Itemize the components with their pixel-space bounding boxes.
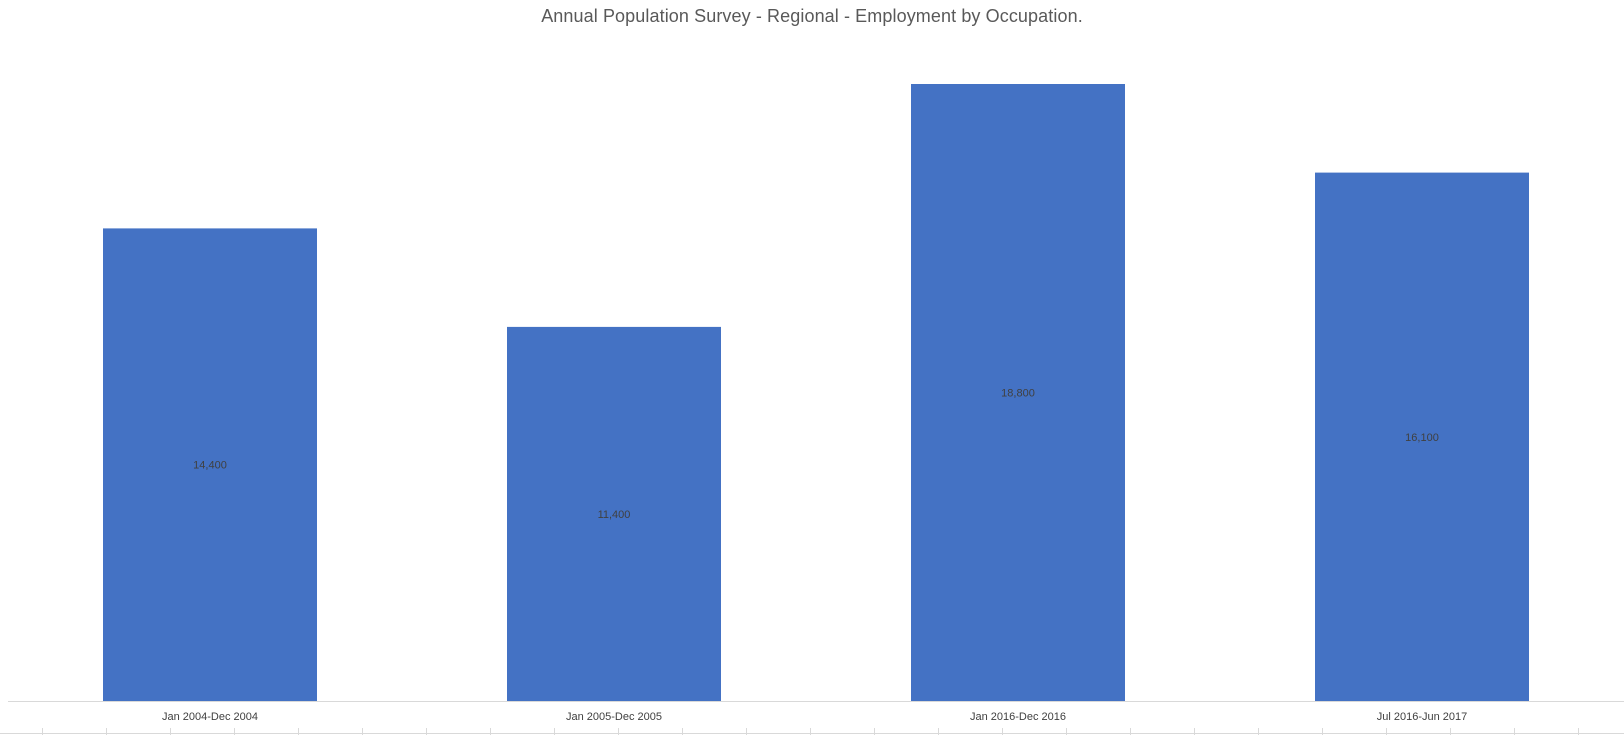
chart-title: Annual Population Survey - Regional - Em… (541, 6, 1083, 26)
x-tick-label-1: Jan 2004-Dec 2004 (162, 711, 258, 723)
data-label-3: 18,800 (1001, 388, 1035, 400)
bar-3 (911, 84, 1125, 701)
x-tick-label-2: Jan 2005-Dec 2005 (566, 711, 662, 723)
x-tick-label-3: Jan 2016-Dec 2016 (970, 711, 1066, 723)
data-label-4: 16,100 (1405, 432, 1439, 444)
x-tick-label-4: Jul 2016-Jun 2017 (1377, 711, 1468, 723)
bar-2 (507, 326, 721, 701)
bar-4 (1315, 172, 1529, 702)
bar-1 (103, 228, 317, 701)
data-label-2: 11,400 (598, 509, 631, 521)
data-label-1: 14,400 (193, 460, 227, 472)
